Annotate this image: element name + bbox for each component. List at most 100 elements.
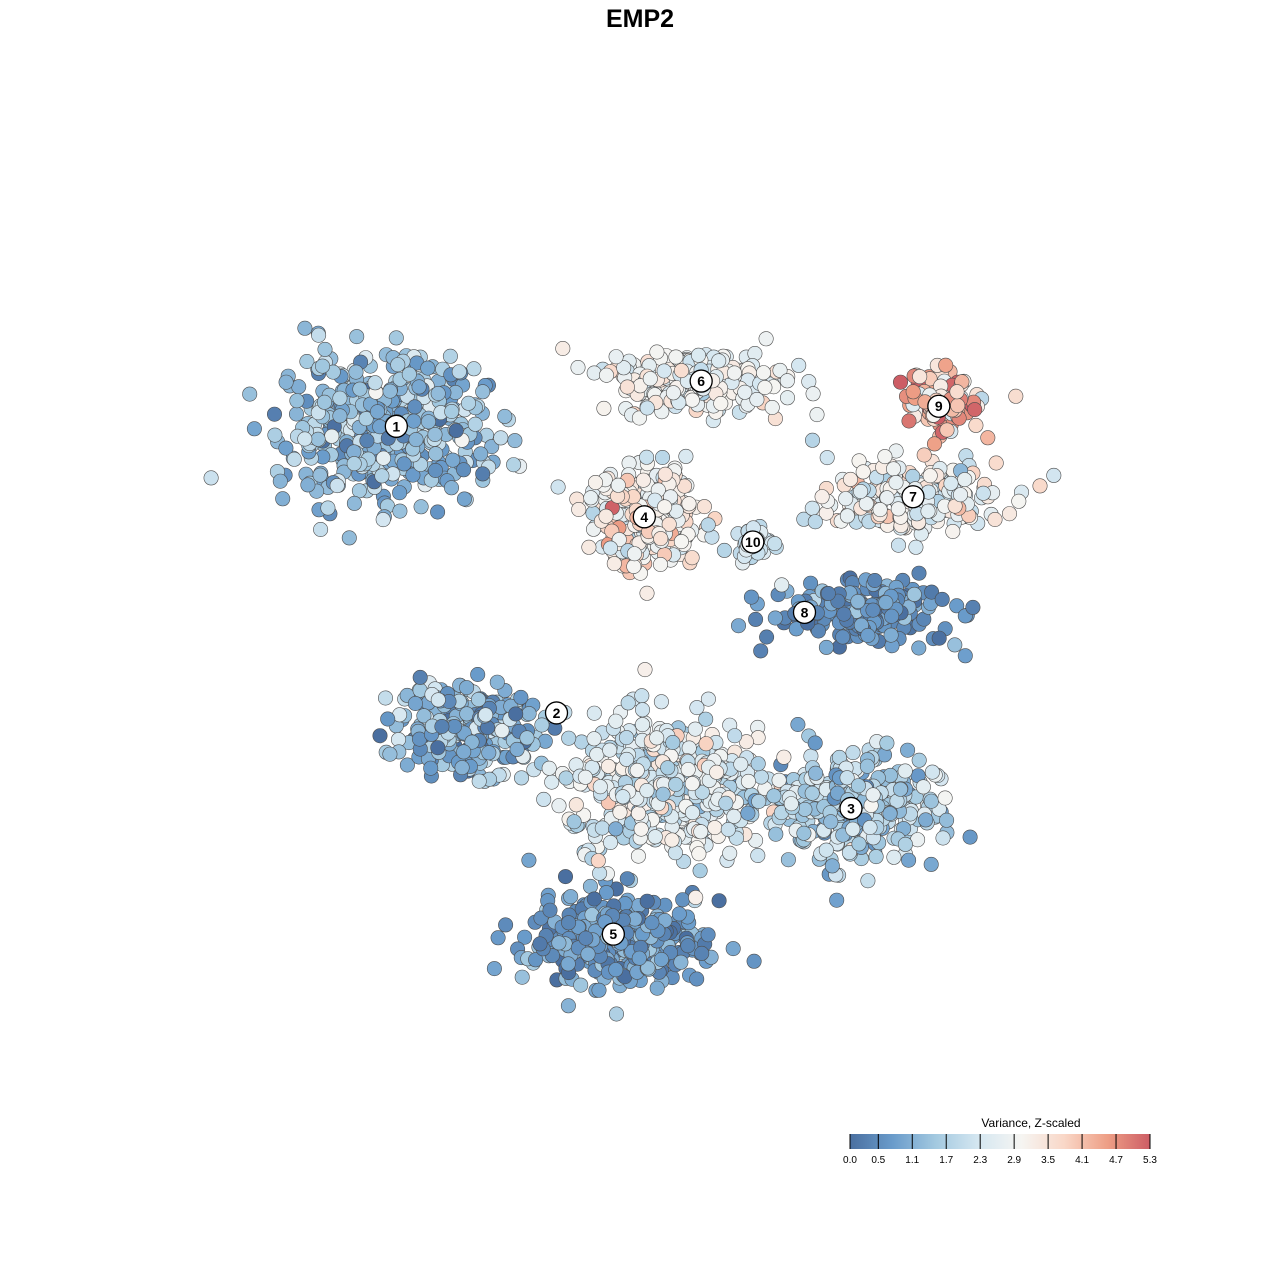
data-point [924, 584, 940, 600]
cluster-label-8: 8 [792, 600, 817, 625]
legend-tick-label: 4.1 [1075, 1155, 1089, 1166]
data-point [667, 845, 683, 861]
data-point [428, 446, 444, 462]
data-point [631, 950, 647, 966]
data-point [886, 849, 902, 865]
data-point [926, 436, 942, 452]
data-point [314, 358, 330, 374]
cluster-label-badge [741, 530, 765, 554]
data-point [473, 446, 489, 462]
data-point [486, 961, 502, 977]
data-point [291, 379, 307, 395]
data-point [493, 430, 509, 446]
data-point [690, 347, 706, 363]
data-point [407, 399, 423, 415]
data-point [560, 956, 576, 972]
data-point [470, 691, 486, 707]
data-point [359, 433, 375, 449]
data-point [351, 483, 367, 499]
data-point [392, 503, 408, 519]
data-point [332, 408, 348, 424]
data-point [467, 416, 483, 432]
data-point [657, 499, 673, 515]
data-point [443, 480, 459, 496]
data-point [737, 384, 753, 400]
data-point [684, 805, 700, 821]
data-point [733, 756, 749, 772]
data-point [957, 472, 973, 488]
cluster-label-5: 5 [601, 922, 625, 946]
data-point [242, 386, 258, 402]
data-point [879, 735, 895, 751]
data-point [867, 572, 883, 588]
data-point [807, 514, 823, 530]
data-point [681, 740, 697, 756]
data-point [490, 930, 506, 946]
data-point [949, 384, 965, 400]
data-point [939, 422, 955, 438]
data-point [313, 521, 329, 537]
data-point [380, 711, 396, 727]
cluster-label-6: 6 [689, 369, 713, 393]
data-point [534, 717, 550, 733]
data-point [839, 770, 855, 786]
legend-tick-label: 2.9 [1007, 1155, 1021, 1166]
cluster-label-badge [901, 485, 925, 509]
data-point [300, 477, 316, 493]
data-point [396, 456, 412, 472]
points-layer [203, 320, 1062, 1022]
data-point [581, 539, 597, 555]
data-point [619, 751, 635, 767]
data-point [700, 691, 716, 707]
data-point [513, 770, 529, 786]
data-point [390, 357, 406, 373]
data-point [399, 757, 415, 773]
data-point [859, 758, 875, 774]
data-point [908, 539, 924, 555]
data-point [945, 523, 961, 539]
data-point [888, 474, 904, 490]
data-point [779, 390, 795, 406]
cluster-label-3: 3 [839, 796, 863, 821]
data-point [700, 927, 716, 943]
data-point [653, 694, 669, 710]
data-point [700, 517, 716, 533]
data-point [860, 873, 876, 889]
data-point [352, 381, 368, 397]
data-point [528, 952, 544, 968]
data-point [883, 627, 899, 643]
data-point [639, 782, 655, 798]
data-point [684, 776, 700, 792]
data-point [634, 688, 650, 704]
data-point [608, 349, 624, 365]
cluster-label-badge [792, 600, 817, 625]
data-point [884, 608, 900, 624]
data-point [965, 599, 981, 615]
data-point [950, 397, 966, 413]
data-point [764, 399, 780, 415]
data-point [711, 353, 727, 369]
data-point [934, 591, 950, 607]
data-point [774, 577, 790, 593]
data-point [586, 365, 602, 381]
data-point [542, 902, 558, 918]
data-point [602, 834, 618, 850]
data-point [720, 821, 736, 837]
data-point [427, 426, 443, 442]
data-point [299, 353, 315, 369]
data-point [738, 734, 754, 750]
data-point [879, 490, 895, 506]
data-point [988, 455, 1004, 471]
data-point [949, 598, 965, 614]
data-point [987, 511, 1003, 527]
data-point [743, 589, 759, 605]
data-point [509, 741, 525, 757]
data-point [392, 485, 408, 501]
data-point [675, 892, 691, 908]
data-point [860, 627, 876, 643]
data-point [862, 819, 878, 835]
data-point [757, 379, 773, 395]
data-point [845, 821, 861, 837]
data-point [696, 499, 712, 515]
data-point [508, 706, 524, 722]
